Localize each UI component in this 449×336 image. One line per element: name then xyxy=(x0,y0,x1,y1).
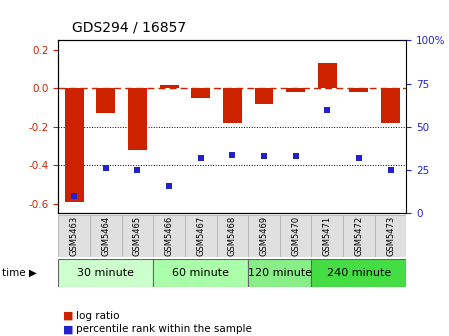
Text: time ▶: time ▶ xyxy=(2,268,37,278)
Point xyxy=(166,183,173,188)
Text: ■: ■ xyxy=(63,311,73,321)
Bar xyxy=(153,215,185,257)
Bar xyxy=(349,88,368,92)
Bar xyxy=(381,88,400,123)
Point xyxy=(387,167,394,173)
Bar xyxy=(223,88,242,123)
Bar xyxy=(58,215,90,257)
Text: 60 minute: 60 minute xyxy=(172,268,229,278)
Point xyxy=(355,155,362,161)
Text: log ratio: log ratio xyxy=(76,311,120,321)
Bar xyxy=(153,259,248,287)
Text: GSM5473: GSM5473 xyxy=(386,216,395,256)
Text: 120 minute: 120 minute xyxy=(248,268,312,278)
Bar xyxy=(255,88,273,104)
Bar xyxy=(58,259,153,287)
Point xyxy=(229,152,236,157)
Text: GSM5471: GSM5471 xyxy=(323,216,332,256)
Text: percentile rank within the sample: percentile rank within the sample xyxy=(76,324,252,334)
Bar xyxy=(216,215,248,257)
Bar xyxy=(65,88,84,202)
Text: GSM5470: GSM5470 xyxy=(291,216,300,256)
Point xyxy=(70,193,78,199)
Point xyxy=(134,167,141,173)
Text: GSM5466: GSM5466 xyxy=(165,216,174,256)
Bar xyxy=(286,88,305,92)
Text: GSM5469: GSM5469 xyxy=(260,216,269,256)
Bar xyxy=(159,85,179,88)
Point xyxy=(102,166,110,171)
Point xyxy=(260,154,268,159)
Text: GSM5465: GSM5465 xyxy=(133,216,142,256)
Bar xyxy=(128,88,147,150)
Text: ■: ■ xyxy=(63,324,73,334)
Bar xyxy=(97,88,115,113)
Text: GDS294 / 16857: GDS294 / 16857 xyxy=(72,21,186,35)
Bar xyxy=(122,215,153,257)
Point xyxy=(324,107,331,112)
Point xyxy=(197,155,204,161)
Bar xyxy=(312,215,343,257)
Bar xyxy=(343,215,375,257)
Bar xyxy=(90,215,122,257)
Text: 240 minute: 240 minute xyxy=(327,268,391,278)
Text: GSM5472: GSM5472 xyxy=(354,216,363,256)
Bar xyxy=(375,215,406,257)
Bar xyxy=(191,88,210,98)
Bar xyxy=(248,259,312,287)
Text: 30 minute: 30 minute xyxy=(77,268,134,278)
Text: GSM5464: GSM5464 xyxy=(101,216,110,256)
Bar xyxy=(280,215,312,257)
Bar xyxy=(312,259,406,287)
Bar xyxy=(248,215,280,257)
Text: GSM5463: GSM5463 xyxy=(70,216,79,256)
Bar xyxy=(185,215,216,257)
Text: GSM5468: GSM5468 xyxy=(228,216,237,256)
Point xyxy=(292,154,299,159)
Text: GSM5467: GSM5467 xyxy=(196,216,205,256)
Bar xyxy=(318,64,337,88)
